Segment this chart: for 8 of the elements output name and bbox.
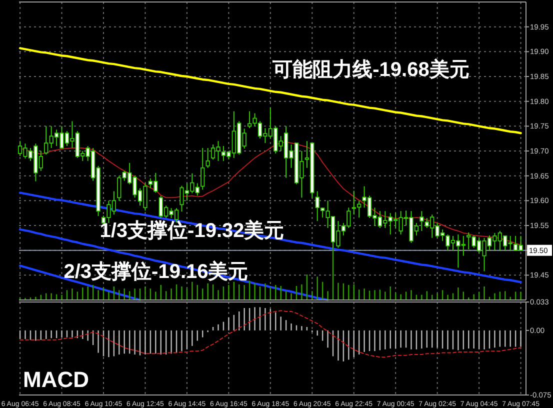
candlestick <box>420 210 424 232</box>
candlestick <box>200 148 205 190</box>
candlestick <box>206 148 210 168</box>
line-series <box>20 310 522 358</box>
line-series <box>18 192 522 284</box>
annotation: 可能阻力线-19.68美元 <box>272 58 470 81</box>
line-series <box>18 47 522 134</box>
text: MACD <box>23 367 89 392</box>
